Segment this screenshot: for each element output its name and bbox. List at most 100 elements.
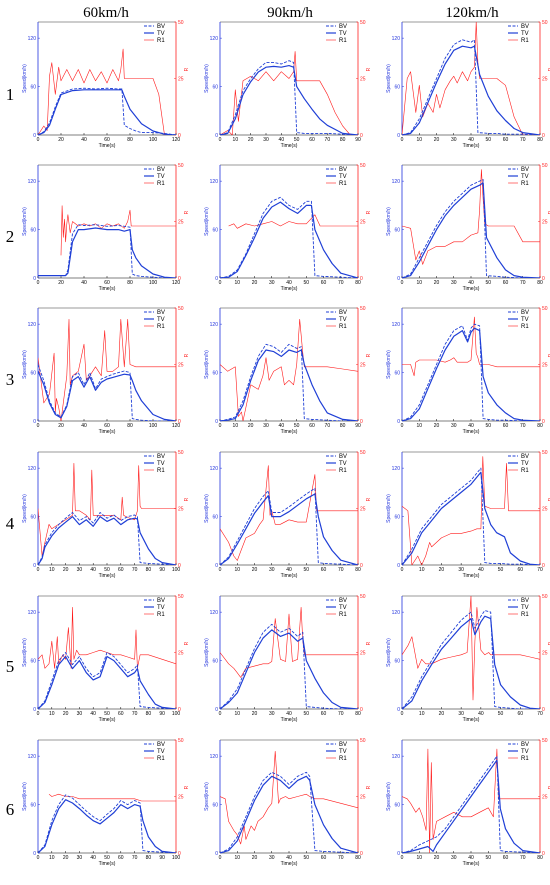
plot-area [402,596,540,709]
y-left-tick-label: 0 [215,563,218,569]
x-tick-label: 10 [234,567,240,573]
legend-label-bv: BV [157,310,165,316]
x-tick-label: 70 [338,855,344,861]
x-axis-label: Time(s) [281,429,298,435]
x-tick-label: 10 [416,855,422,861]
x-tick-label: 70 [520,280,526,286]
x-tick-label: 70 [520,137,526,143]
y-right-tick-label: 50 [178,163,184,169]
row-label-3: 3 [6,370,15,389]
legend-label-tv: TV [339,749,347,755]
series-bv [402,323,540,421]
x-tick-label: 60 [118,567,124,573]
y-left-axis-label: Speed(km/h) [386,782,392,811]
panel-5-1: 0 10 20 30 40 50 60 70 8006012002550Time(s)Speed… [204,594,372,723]
series-bv [38,87,176,135]
y-right-axis-label: R [366,641,372,645]
y-right-tick-label: 25 [542,650,548,656]
legend-label-tv: TV [339,174,347,180]
y-left-tick-label: 120 [210,322,219,328]
legend-label-bv: BV [157,454,165,460]
y-left-tick-label: 120 [28,36,37,42]
series-bv [220,771,358,853]
y-right-axis-label: R [366,210,372,214]
x-tick-label: 40 [279,423,285,429]
x-axis-label: Time(s) [281,286,298,292]
y-right-axis-label: R [184,785,190,789]
y-left-tick-label: 120 [28,179,37,185]
x-tick-label: 70 [338,711,344,717]
series-tv [402,327,540,421]
x-tick-label: 60 [321,711,327,717]
x-tick-label: 0 [401,855,404,861]
y-left-tick-label: 120 [392,466,401,472]
y-right-tick-label: 50 [360,450,366,456]
x-tick-label: 0 [219,137,222,143]
y-right-tick-label: 25 [360,794,366,800]
series-tv [402,45,540,135]
x-tick-label: 70 [132,711,138,717]
column-headers: 60km/h 90km/h 120km/h [83,5,499,21]
y-left-tick-label: 60 [30,84,36,90]
plot-area [220,196,358,278]
y-left-axis-label: Speed(km/h) [204,494,210,523]
x-tick-label: 90 [159,567,165,573]
y-left-tick-label: 120 [210,36,219,42]
plot-area [402,169,540,278]
y-right-tick-label: 50 [542,594,548,600]
x-tick-label: 50 [303,567,309,573]
y-right-axis-label: R [548,67,550,71]
legend-label-bv: BV [521,310,529,316]
x-tick-label: 30 [451,137,457,143]
y-left-tick-label: 120 [392,322,401,328]
panel-6-2: 0 10 20 30 40 50 60 70 8006012002550Time(s)Speed… [386,738,550,867]
y-right-tick-label: 50 [360,738,366,744]
x-tick-label: 50 [303,280,309,286]
x-tick-label: 80 [127,423,133,429]
legend-label-tv: TV [521,31,529,37]
column-label-60: 60km/h [83,5,129,21]
x-tick-label: 10 [233,137,239,143]
series-tv [38,370,176,421]
y-right-axis-label: R [366,497,372,501]
y-right-tick-label: 25 [178,794,184,800]
y-right-tick-label: 0 [542,276,545,282]
series-r1 [402,316,540,377]
x-tick-label: 40 [90,711,96,717]
y-left-tick-label: 120 [210,754,219,760]
panel-3-2: 0 10 20 30 40 50 60 70 8006012002550Time(s)Speed… [386,306,550,435]
y-left-tick-label: 60 [212,84,218,90]
series-bv [38,652,176,709]
x-tick-label: 90 [355,423,361,429]
series-tv [402,759,540,853]
x-tick-label: 90 [159,711,165,717]
x-tick-label: 100 [149,423,158,429]
series-tv [38,89,176,135]
x-tick-label: 20 [434,855,440,861]
x-axis-label: Time(s) [463,861,480,867]
x-tick-label: 80 [146,711,152,717]
y-left-tick-label: 60 [30,514,36,520]
x-tick-label: 100 [172,567,181,573]
x-tick-label: 10 [234,855,240,861]
x-tick-label: 20 [439,567,445,573]
y-right-tick-label: 0 [360,707,363,713]
y-right-axis-label: R [184,210,190,214]
y-left-axis-label: Speed(km/h) [386,494,392,523]
y-left-tick-label: 120 [392,179,401,185]
x-tick-label: 0 [37,855,40,861]
y-left-tick-label: 60 [212,514,218,520]
legend-label-bv: BV [521,24,529,30]
legend-label-r1: R1 [521,756,529,762]
x-tick-label: 40 [81,280,87,286]
y-left-tick-label: 60 [394,658,400,664]
y-left-axis-label: Speed(km/h) [204,207,210,236]
legend-label-bv: BV [339,454,347,460]
x-tick-label: 0 [37,137,40,143]
plot-area [220,465,358,565]
